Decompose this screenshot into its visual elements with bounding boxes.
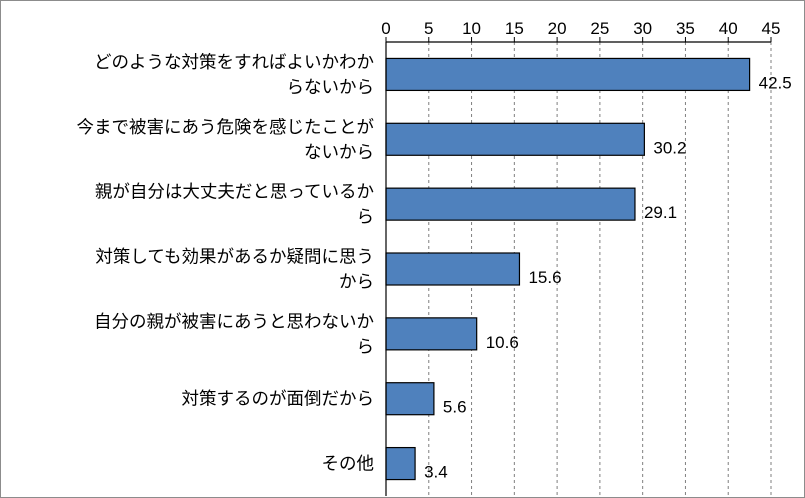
value-label: 15.6 — [528, 268, 561, 287]
category-label: ら — [357, 208, 375, 228]
x-tick-label: 10 — [462, 19, 481, 38]
category-label: 自分の親が被害にあうと思わないか — [94, 312, 374, 332]
category-label: から — [339, 273, 374, 293]
category-label: 対策するのが面倒だから — [182, 390, 375, 410]
x-tick-label: 40 — [719, 19, 738, 38]
value-label: 5.6 — [443, 398, 467, 417]
bars — [385, 57, 751, 481]
bar — [385, 382, 435, 416]
x-tick-label: 25 — [590, 19, 609, 38]
value-label: 29.1 — [644, 203, 677, 222]
x-tick-labels: 0 5 10 15 20 25 30 35 40 45 — [381, 19, 780, 38]
axes — [385, 37, 772, 496]
category-label: その他 — [322, 455, 375, 475]
x-tick-label: 35 — [676, 19, 695, 38]
x-tick-label: 5 — [424, 19, 433, 38]
value-label: 42.5 — [759, 73, 792, 92]
value-label: 10.6 — [486, 333, 519, 352]
value-labels: 42.5 30.2 29.1 15.6 10.6 5.6 3.4 — [424, 73, 792, 481]
category-label: 今まで被害にあう危険を感じたことが — [77, 118, 375, 138]
value-label: 30.2 — [653, 138, 686, 157]
category-label: らないから — [287, 78, 375, 98]
bar — [385, 446, 416, 481]
x-tick-label: 20 — [548, 19, 567, 38]
bar — [385, 317, 478, 351]
category-label: ら — [357, 337, 375, 357]
bar — [385, 252, 521, 286]
x-tick-label: 45 — [762, 19, 781, 38]
bar — [385, 122, 645, 156]
bar — [385, 187, 636, 221]
gridlines — [428, 42, 772, 496]
category-label: どのような対策をすればよいかわか — [94, 53, 374, 73]
category-label: ないから — [304, 143, 374, 163]
x-tick-label: 15 — [505, 19, 524, 38]
value-label: 3.4 — [424, 463, 448, 482]
category-label: 親が自分は大丈夫だと思っているか — [95, 183, 374, 203]
x-tick-label: 30 — [633, 19, 652, 38]
category-labels: どのような対策をすればよいかわからないから今まで被害にあう危険を感じたことがない… — [77, 53, 375, 475]
x-tick-label: 0 — [381, 19, 390, 38]
bar — [385, 57, 751, 92]
category-label: 対策しても効果があるか疑問に思う — [95, 248, 374, 268]
